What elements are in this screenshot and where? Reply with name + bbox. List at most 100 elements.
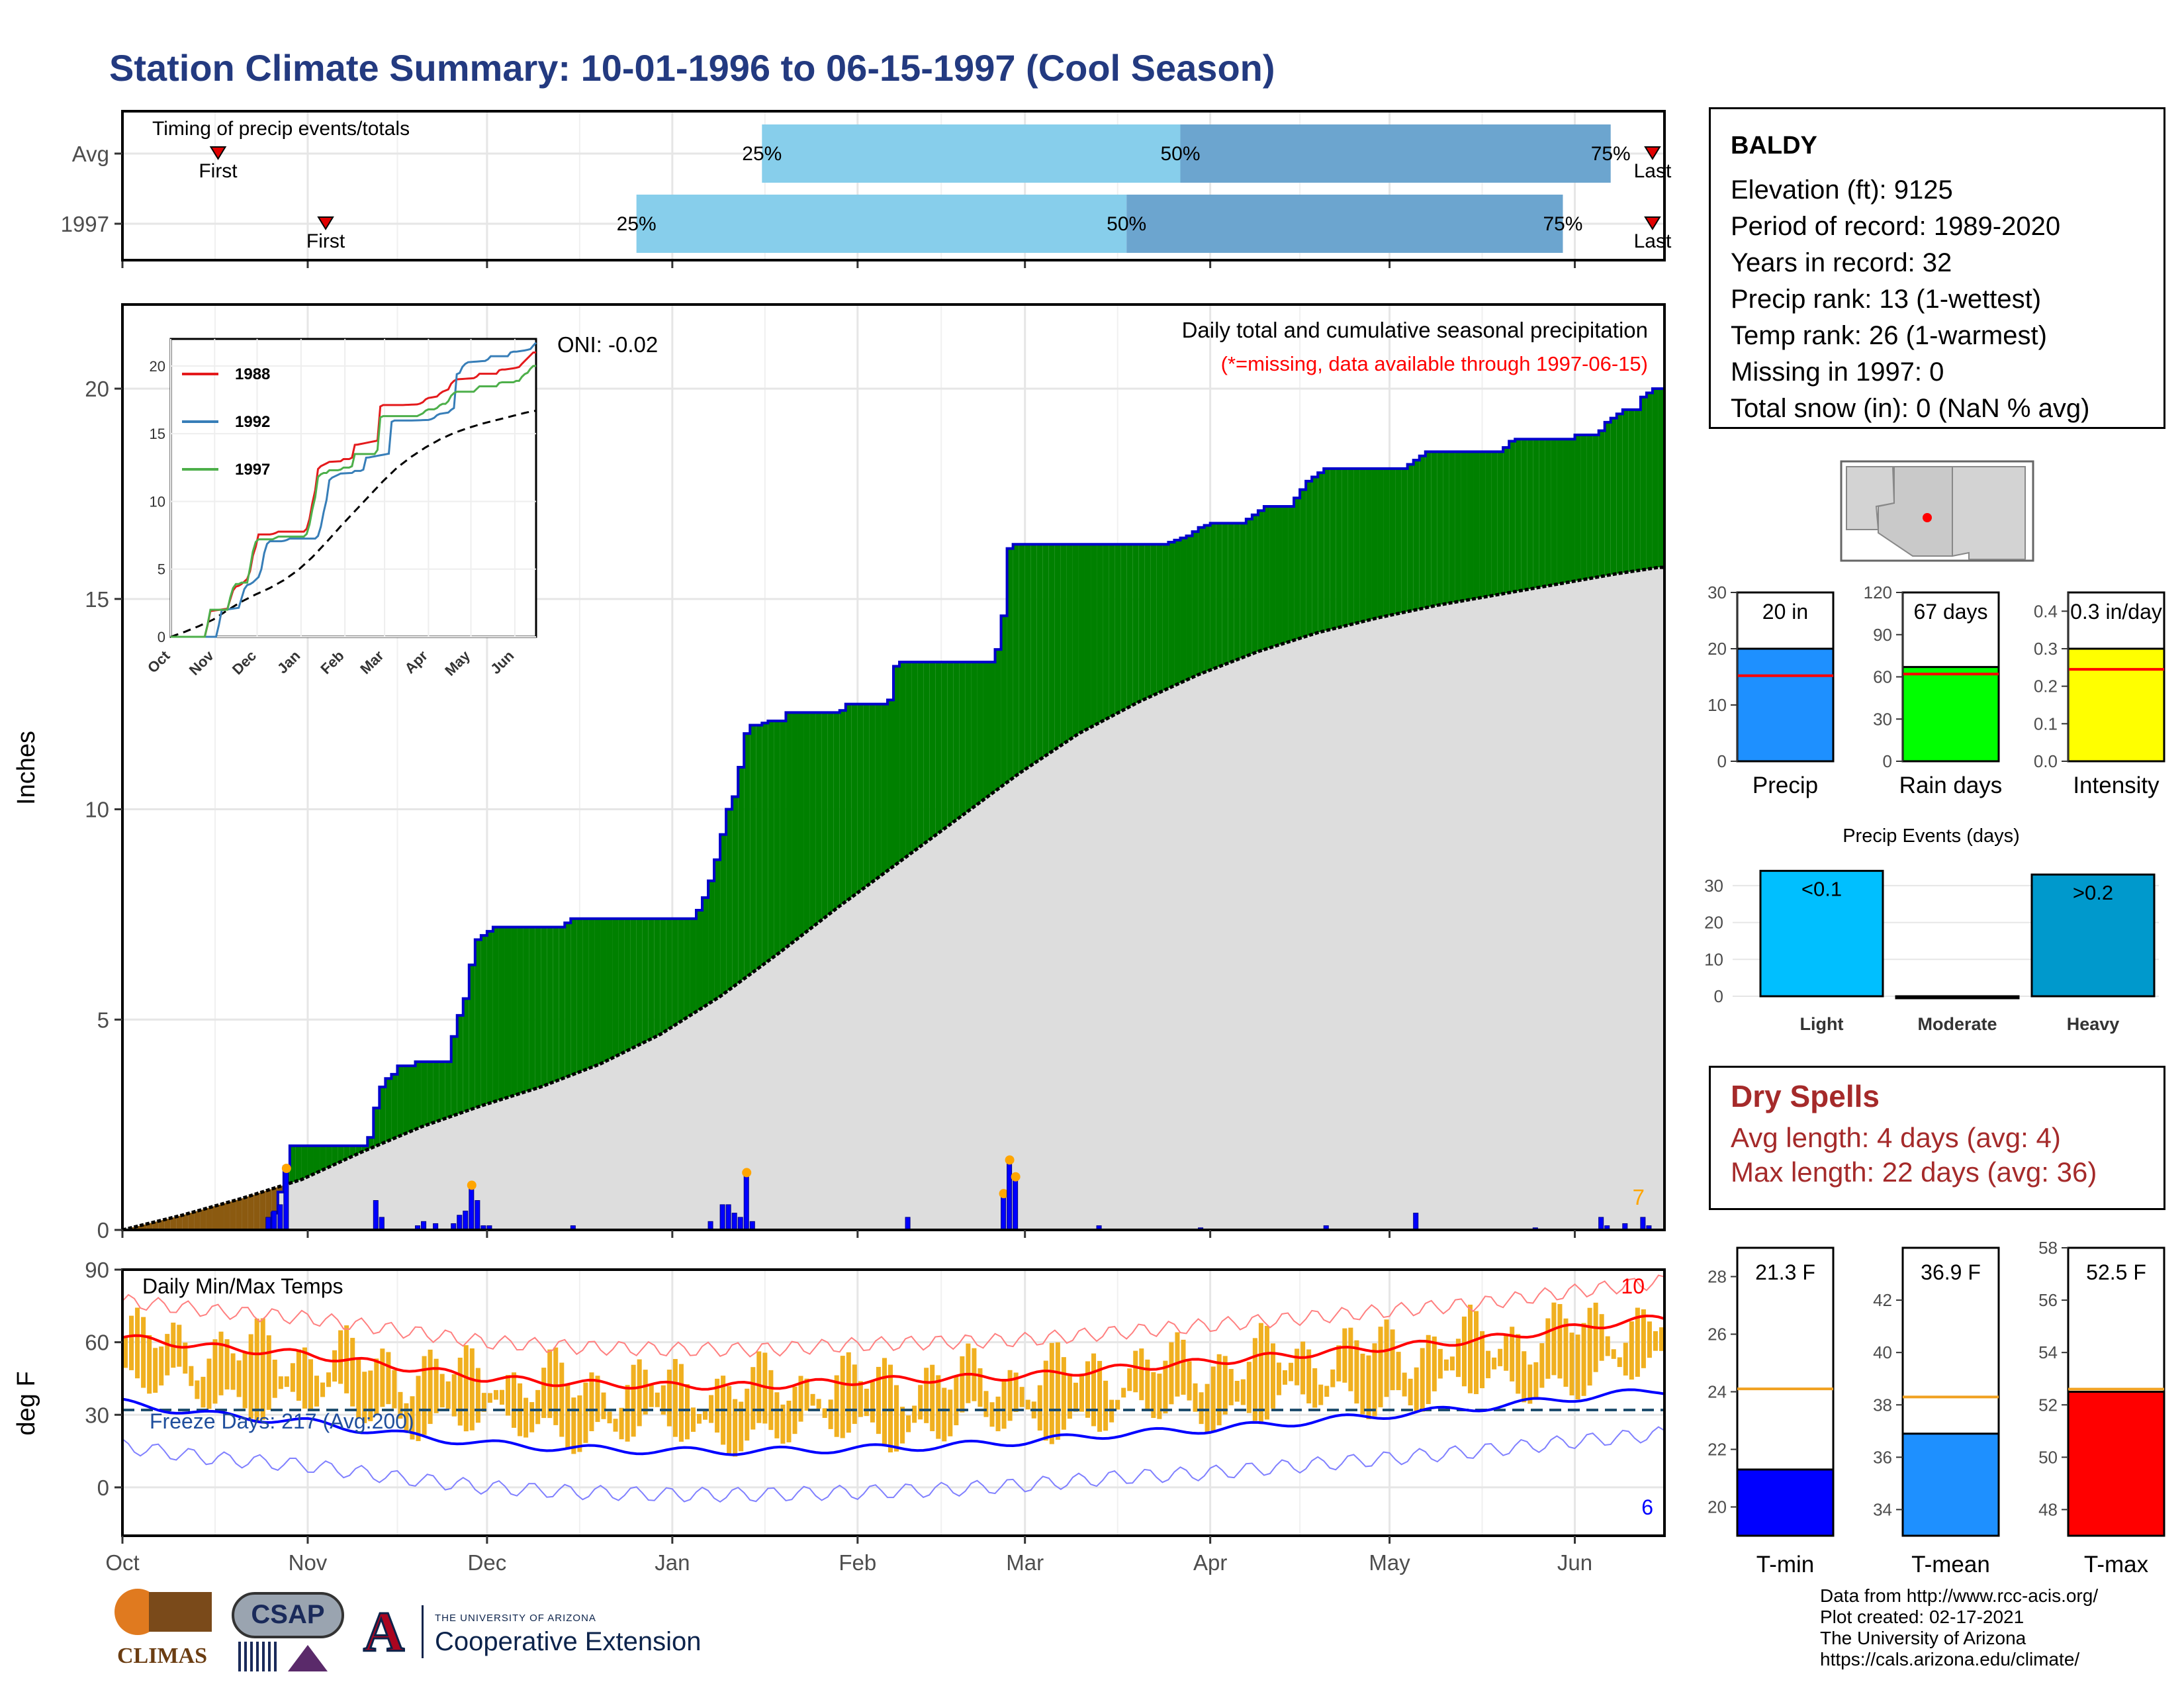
surplus-area-segment [959,662,966,818]
surplus-area-segment [433,1061,439,1123]
daily-temp-range-bar [189,1366,194,1386]
month-label: Apr [1193,1550,1227,1575]
daily-precip-bar [743,1174,749,1231]
daily-temp-range-bar [1510,1327,1515,1382]
surplus-area-segment [1563,439,1569,583]
surplus-area-segment [863,704,870,889]
surplus-area-segment [929,662,936,840]
daily-temp-range-bar [499,1389,504,1405]
heavy-precip-marker [999,1189,1009,1199]
daily-temp-range-bar [1061,1357,1066,1430]
surplus-area-segment [1007,548,1013,782]
daily-temp-range-bar [1270,1343,1275,1409]
surplus-area-segment [1251,514,1258,654]
surplus-area-segment [714,859,721,1001]
daily-temp-range-bar [1049,1342,1054,1444]
daily-temp-range-bar [433,1358,439,1413]
surplus-area-segment [1222,523,1228,666]
daily-temp-range-bar [272,1360,277,1398]
daily-temp-range-bar [924,1368,929,1423]
surplus-area-segment [1216,523,1222,668]
daily-temp-range-bar [398,1391,403,1419]
station-elevation: Elevation (ft): 9125 [1731,175,1953,205]
surplus-area-segment [750,725,756,974]
daily-temp-range-bar [678,1364,684,1442]
daily-temp-range-bar [1318,1384,1324,1405]
daily-temp-range-bar [1169,1342,1174,1405]
timing-row-labels: Avg 1997 [61,142,122,236]
daily-temp-range-bar [1467,1304,1473,1393]
surplus-area-segment [1084,544,1091,731]
surplus-area-segment [1622,409,1629,573]
precip-y-tick-label: 5 [97,1008,109,1032]
surplus-area-segment [475,939,481,1108]
mini-bar-y-tick-label: 30 [1873,709,1892,729]
daily-temp-range-bar [828,1399,833,1429]
month-axis: Oct Nov Dec Jan Feb Mar Apr May Jun [105,1230,1592,1575]
ua-name: THE UNIVERSITY OF ARIZONA [435,1613,596,1624]
deficit-area-segment [224,1201,230,1230]
daily-temp-range-bar [541,1368,547,1419]
temp-summary-y-tick-label: 38 [1873,1395,1892,1415]
daily-precip-bar [905,1217,911,1231]
surplus-area-segment [541,927,547,1087]
daily-temp-range-bar [1569,1333,1574,1395]
daily-temp-range-bar [804,1378,809,1411]
daily-temp-range-bar [1019,1387,1024,1407]
surplus-area-segment [923,662,930,845]
events-bar-heavy [2030,873,2156,998]
daily-precip-bar [373,1200,379,1231]
daily-temp-range-bar [589,1372,594,1432]
daily-temp-range-bar [290,1363,295,1392]
surplus-area-segment [1306,481,1312,637]
surplus-area-segment [427,1061,433,1125]
surplus-area-segment [326,1145,332,1169]
surplus-area-segment [1497,451,1504,595]
daily-temp-range-bar [493,1389,498,1400]
surplus-area-segment [1138,544,1145,702]
daily-temp-range-bar [930,1364,935,1432]
surplus-area-segment [1658,389,1664,568]
surplus-area-segment [1030,544,1037,766]
surplus-area-segment [1210,523,1216,671]
surplus-area-segment [947,662,954,827]
temp-summary-y-tick-label: 20 [1707,1497,1727,1517]
daily-temp-range-bar [1085,1361,1091,1418]
mini-bar-value [1901,666,2000,763]
daily-temp-range-bar [1492,1357,1497,1370]
surplus-area-segment [1103,544,1109,722]
timing-row-label: 1997 [61,212,109,236]
record-min-line [122,1426,1665,1503]
temp-summary-y-tick-label: 28 [1707,1267,1727,1287]
surplus-area-segment [1598,430,1605,577]
daily-temp-range-bar [422,1356,427,1435]
daily-temp-range-bar [1210,1366,1216,1432]
mini-bar-chart-intensity: 0.3 in/day Intensity 0.0 0.1 0.2 0.3 0.4 [2034,591,2165,798]
surplus-area-segment [1610,418,1617,575]
surplus-area-segment [1347,468,1354,626]
daily-temp-range-bar [1557,1303,1563,1379]
surplus-area-segment [1275,506,1283,646]
surplus-area-segment [492,927,499,1102]
daily-temp-range-bar [900,1407,905,1444]
temp-summary-value-label: 52.5 F [2086,1260,2146,1284]
surplus-area-segment [1109,544,1115,718]
daily-temp-range-bar [183,1342,188,1374]
inset-y-tick-label: 10 [150,493,165,510]
surplus-area-segment [983,662,989,800]
surplus-area-segment [869,704,876,884]
daily-temp-range-bar [445,1381,451,1409]
precip-y-axis-title: Inches [13,731,40,805]
mini-bar-y-tick-label: 0 [1883,751,1892,771]
daily-temp-range-bar [607,1411,612,1424]
timing-bar-q50-q75 [1180,124,1611,183]
daily-temp-range-bar [637,1359,642,1427]
surplus-area-segment [839,710,846,906]
daily-temp-range-bar [1193,1383,1198,1412]
daily-temp-range-bar [428,1349,433,1425]
daily-temp-range-bar [1091,1353,1097,1427]
timing-bar-q25-q50 [636,195,1127,253]
surplus-area-segment [1473,451,1480,599]
surplus-area-segment [756,725,762,970]
surplus-area-segment [582,918,589,1071]
